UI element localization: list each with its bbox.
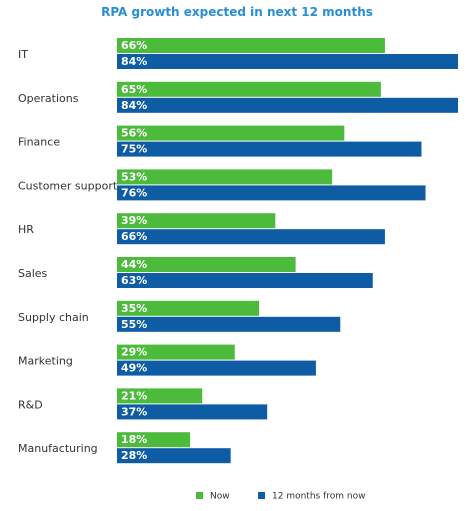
bar-now <box>117 213 276 229</box>
value-label: 66% <box>121 39 147 52</box>
value-label: 37% <box>121 405 147 418</box>
category-label: R&D <box>18 398 43 411</box>
value-label: 29% <box>121 346 147 359</box>
bar-now <box>117 344 235 360</box>
value-label: 56% <box>121 127 147 140</box>
legend-label: 12 months from now <box>272 492 365 502</box>
chart-title: RPA growth expected in next 12 months <box>101 5 373 19</box>
legend-swatch <box>258 492 265 499</box>
bar-12-months <box>117 54 458 69</box>
value-label: 53% <box>121 170 147 183</box>
category-label: Operations <box>18 92 79 105</box>
category-group-marketing: Marketing 29% 49% <box>18 344 316 376</box>
category-label: Finance <box>18 136 60 149</box>
bar-12-months <box>117 229 385 245</box>
category-label: IT <box>18 48 28 61</box>
value-label: 21% <box>121 389 147 402</box>
category-label: Manufacturing <box>18 442 98 455</box>
value-label: 28% <box>121 449 147 462</box>
bar-now <box>117 38 385 53</box>
bar-12-months <box>117 316 341 332</box>
category-label: HR <box>18 223 34 236</box>
legend-item-now: Now <box>196 492 230 502</box>
bar-12-months <box>117 404 268 420</box>
value-label: 63% <box>121 274 147 287</box>
bar-12-months <box>117 448 231 464</box>
value-label: 76% <box>121 186 147 199</box>
category-group-it: IT 66% 84% <box>18 38 458 69</box>
category-label: Sales <box>18 267 48 280</box>
category-group-manufacturing: Manufacturing 18% 28% <box>18 432 231 464</box>
value-label: 65% <box>121 83 147 96</box>
value-label: 84% <box>121 99 147 112</box>
legend-swatch <box>196 492 203 499</box>
bar-12-months <box>117 273 373 288</box>
legend: Now 12 months from now <box>196 492 365 502</box>
category-label: Supply chain <box>18 311 89 324</box>
category-group-operations: Operations 65% 84% <box>18 81 458 113</box>
value-label: 35% <box>121 302 147 315</box>
category-group-supply-chain: Supply chain 35% 55% <box>18 300 341 332</box>
category-label: Marketing <box>18 355 73 368</box>
bar-now <box>117 300 260 316</box>
value-label: 44% <box>121 258 147 271</box>
bar-now <box>117 81 381 97</box>
value-label: 84% <box>121 55 147 68</box>
value-label: 66% <box>121 230 147 243</box>
category-group-hr: HR 39% 66% <box>18 213 385 245</box>
category-label: Customer support <box>18 179 118 192</box>
bar-now <box>117 257 296 272</box>
category-group-r-d: R&D 21% 37% <box>18 388 268 420</box>
bar-12-months <box>117 141 422 157</box>
bar-now <box>117 432 191 448</box>
value-label: 39% <box>121 214 147 227</box>
value-label: 49% <box>121 362 147 375</box>
legend-item-future: 12 months from now <box>258 492 365 502</box>
bar-now <box>117 169 333 185</box>
value-label: 18% <box>121 433 147 446</box>
bar-now <box>117 388 203 404</box>
bar-now <box>117 125 345 141</box>
category-group-sales: Sales 44% 63% <box>18 257 373 288</box>
bar-12-months <box>117 360 316 376</box>
value-label: 55% <box>121 318 147 331</box>
category-group-finance: Finance 56% 75% <box>18 125 422 157</box>
bar-12-months <box>117 97 458 113</box>
bar-12-months <box>117 185 426 201</box>
value-label: 75% <box>121 143 147 156</box>
legend-label: Now <box>210 492 230 502</box>
bars-layer: IT 66% 84% Operations 65% 84% Finance 56% 75% Cus… <box>18 38 458 464</box>
